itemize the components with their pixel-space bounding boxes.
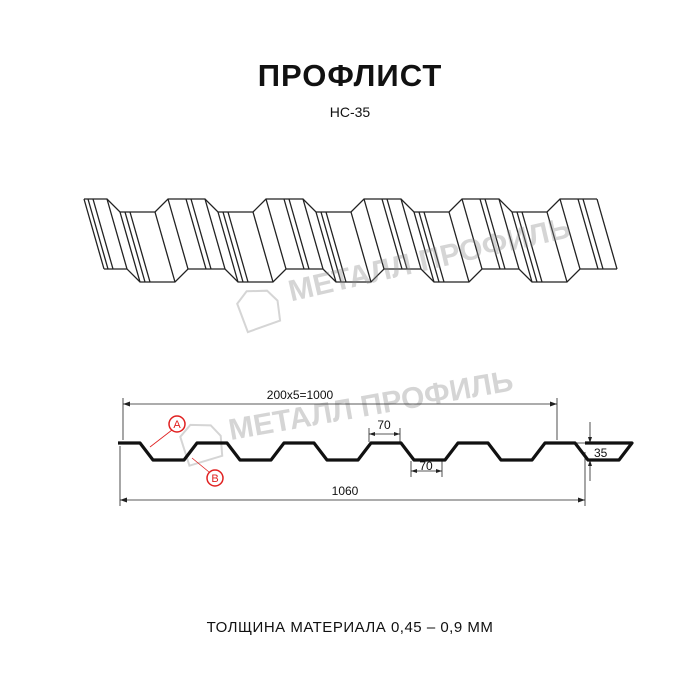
sheet-top-edge [84,198,597,213]
dim-top-flat-label: 70 [377,418,391,432]
callout-a-label: A [173,419,181,431]
watermark-top: МЕТАЛЛ ПРОФИЛЬ [236,211,573,334]
sheet-fold-line [302,198,324,270]
sheet-fold-line [204,198,226,270]
sheet-rib-line [124,211,146,283]
sheet-rib-line [386,198,408,270]
sheet-rib-line [87,198,109,270]
sheet-rib-line [190,198,212,270]
watermark-bottom: МЕТАЛЛ ПРОФИЛЬ [179,364,516,467]
sheet-rib-line [283,198,305,270]
sheet-rib-line [320,211,342,283]
profile-model: НС-35 [329,104,371,120]
dim-pitch-label: 200x5=1000 [267,388,334,402]
sheet-fold-line [400,198,422,270]
sheet-fold-line [559,198,581,270]
sheet-fold-line [315,211,337,283]
dim-total-label: 1060 [332,484,359,498]
sheet-rib-line [288,198,310,270]
sheet-rib-line [479,198,501,270]
sheet-fold-line [546,211,568,283]
sheet-rib-line [222,211,244,283]
sheet-rib-line [423,211,445,283]
sheet-fold-line [83,198,105,270]
sheet-fold-line [167,198,189,270]
watermark-logo-icon [179,423,224,467]
sheet-3d-view [83,198,618,283]
watermark-logo-icon [236,289,282,334]
callout-b: B [191,457,224,487]
sheet-fold-line [448,211,470,283]
sheet-rib-line [227,211,249,283]
sheet-bottom-edge [104,268,617,283]
sheet-fold-line [119,211,141,283]
sheet-rib-line [92,198,114,270]
sheet-rib-line [185,198,207,270]
sheet-fold-line [217,211,239,283]
sheet-rib-line [418,211,440,283]
sheet-fold-line [498,198,520,270]
sheet-rib-line [521,211,543,283]
sheet-fold-line [413,211,435,283]
sheet-rib-line [516,211,538,283]
sheet-fold-line [596,198,618,270]
sheet-fold-line [265,198,287,270]
sheet-fold-line [461,198,483,270]
sheet-rib-line [129,211,151,283]
profile-section [118,441,634,462]
sheet-rib-line [577,198,599,270]
sheet-fold-line [511,211,533,283]
callout-a: A [149,415,186,448]
page-title: ПРОФЛИСТ [257,58,443,93]
sheet-fold-line [154,211,176,283]
sheet-fold-line [106,198,128,270]
watermark-text: МЕТАЛЛ ПРОФИЛЬ [226,364,516,447]
sheet-rib-line [484,198,506,270]
sheet-rib-line [582,198,604,270]
sheet-fold-line [350,211,372,283]
sheet-fold-line [252,211,274,283]
sheet-fold-line [363,198,385,270]
callout-b-label: B [211,473,218,485]
dimension-arrows [120,401,592,503]
dim-height-label: 35 [594,446,608,460]
sheet-rib-line [325,211,347,283]
sheet-rib-line [381,198,403,270]
dimension-lines [119,398,598,506]
material-thickness: ТОЛЩИНА МАТЕРИАЛА 0,45 – 0,9 ММ [206,619,494,636]
dim-bottom-flat-label: 70 [419,459,433,473]
